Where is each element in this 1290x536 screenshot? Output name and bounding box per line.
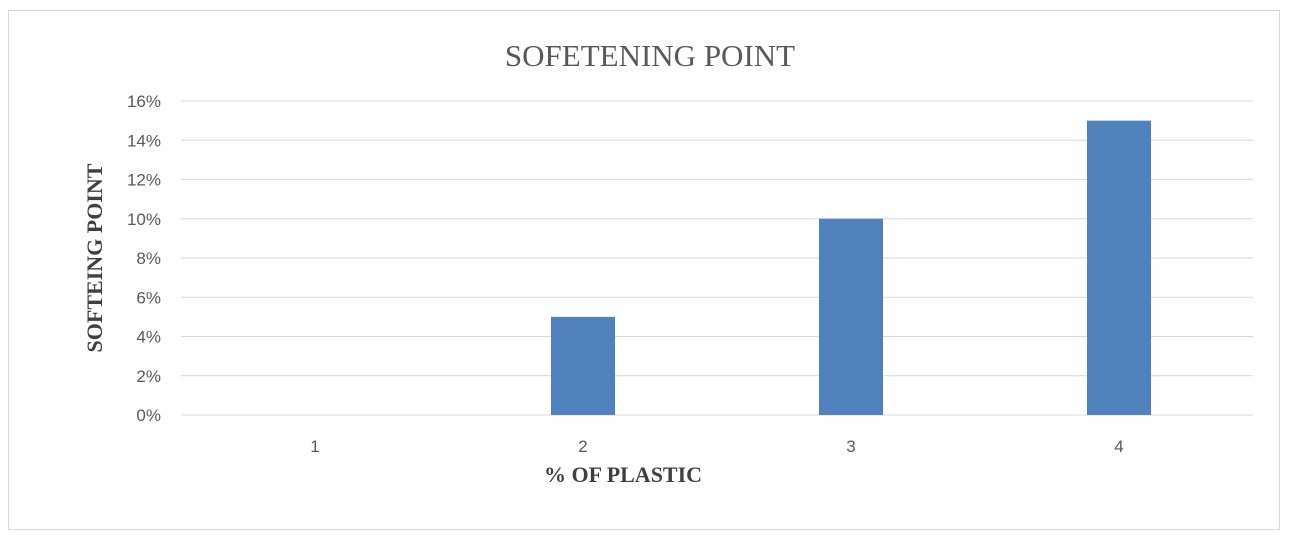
y-tick-label: 8%: [136, 249, 161, 268]
x-axis-title: % OF PLASTIC: [544, 462, 702, 487]
chart-frame: [8, 10, 1280, 530]
y-tick-label: 0%: [136, 406, 161, 425]
chart-title: SOFETENING POINT: [505, 38, 795, 73]
bar-4: [1087, 120, 1151, 415]
bar-2: [551, 316, 615, 415]
y-axis-ticks: 0% 2% 4% 6% 8% 10% 12% 14% 16%: [127, 92, 161, 425]
y-tick-label: 4%: [136, 328, 161, 347]
x-tick-label: 4: [1114, 437, 1123, 456]
x-tick-label: 3: [846, 437, 855, 456]
y-tick-label: 14%: [127, 131, 161, 150]
y-tick-label: 10%: [127, 210, 161, 229]
bars: [551, 120, 1151, 415]
x-axis-ticks: 1 2 3 4: [310, 437, 1123, 456]
y-tick-label: 16%: [127, 92, 161, 111]
x-tick-label: 2: [578, 437, 587, 456]
gridlines: [181, 100, 1253, 416]
y-tick-label: 6%: [136, 288, 161, 307]
x-tick-label: 1: [310, 437, 319, 456]
bar-3: [819, 218, 883, 415]
y-tick-label: 12%: [127, 171, 161, 190]
y-tick-label: 2%: [136, 367, 161, 386]
y-axis-title: SOFTEING POINT: [82, 163, 107, 352]
